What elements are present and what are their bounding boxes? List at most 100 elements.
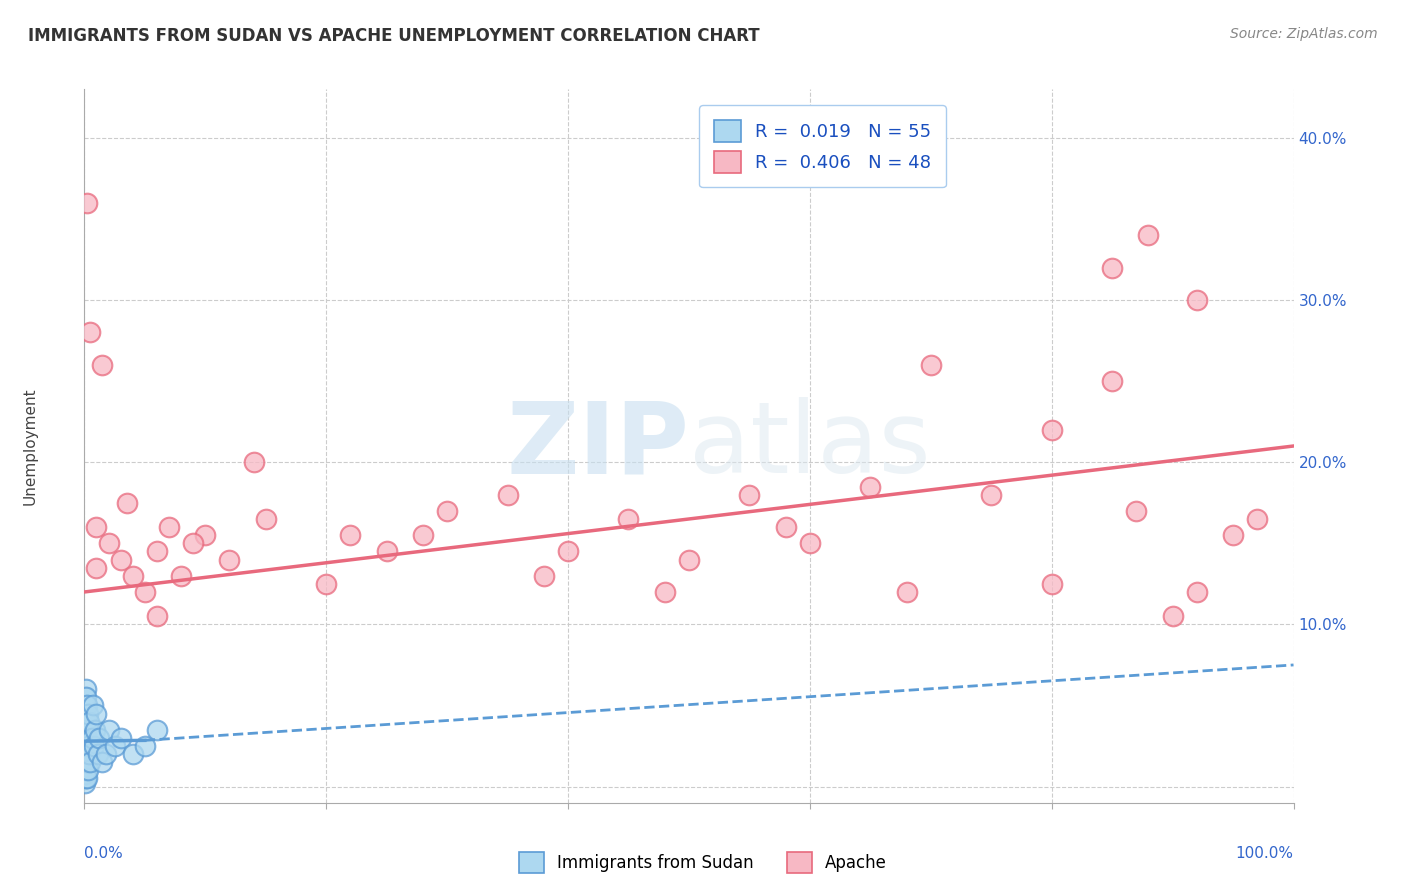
Point [896,585,918,599]
Point [77,706,100,721]
Point [75,764,97,778]
Point [121,747,143,761]
Point [1185,293,1208,307]
Point [76,698,98,713]
Point [775,520,797,534]
Point [84,723,107,737]
Point [1101,374,1123,388]
Point [76,195,98,210]
Point [73,710,96,724]
Point [242,455,264,469]
Point [799,536,821,550]
Point [339,528,361,542]
Point [73,766,96,780]
Point [375,544,398,558]
Point [533,568,555,582]
Point [920,358,942,372]
Point [87,731,110,745]
Point [73,776,96,790]
Point [73,760,96,774]
Legend: Immigrants from Sudan, Apache: Immigrants from Sudan, Apache [512,846,894,880]
Point [254,512,277,526]
Point [97,536,120,550]
Point [1137,228,1160,243]
Point [1222,528,1244,542]
Point [73,714,96,729]
Point [104,739,127,753]
Point [73,772,96,786]
Point [436,504,458,518]
Point [91,756,114,770]
Point [75,698,97,713]
Point [73,750,96,764]
Point [617,512,640,526]
Point [79,326,101,340]
Text: Source: ZipAtlas.com: Source: ZipAtlas.com [1230,27,1378,41]
Text: atlas: atlas [689,398,931,494]
Point [1040,577,1063,591]
Text: 100.0%: 100.0% [1236,846,1294,861]
Point [181,536,204,550]
Point [77,764,100,778]
Point [738,488,761,502]
Point [75,723,97,737]
Point [76,731,98,745]
Point [73,690,96,705]
Point [146,723,169,737]
Point [73,698,96,713]
Point [110,731,132,745]
Point [75,747,97,761]
Text: ZIP: ZIP [506,398,689,494]
Text: IMMIGRANTS FROM SUDAN VS APACHE UNEMPLOYMENT CORRELATION CHART: IMMIGRANTS FROM SUDAN VS APACHE UNEMPLOY… [28,27,759,45]
Point [218,552,240,566]
Point [77,747,100,761]
Point [110,552,132,566]
Point [1246,512,1268,526]
Point [75,690,97,705]
Point [496,488,519,502]
Point [315,577,337,591]
Text: 0.0%: 0.0% [84,846,124,861]
Point [73,734,96,748]
Legend: R =  0.019   N = 55, R =  0.406   N = 48: R = 0.019 N = 55, R = 0.406 N = 48 [699,105,946,187]
Point [73,739,96,753]
Point [134,585,156,599]
Point [73,718,96,732]
Point [654,585,676,599]
Point [134,739,156,753]
Text: Unemployment: Unemployment [22,387,38,505]
Point [91,358,114,372]
Point [121,568,143,582]
Point [73,756,96,770]
Point [75,714,97,729]
Point [94,747,117,761]
Point [77,739,100,753]
Point [76,756,98,770]
Point [73,742,96,756]
Point [75,682,97,697]
Point [86,747,108,761]
Point [115,496,138,510]
Point [86,706,108,721]
Point [76,772,98,786]
Point [194,528,217,542]
Point [1185,585,1208,599]
Point [73,764,96,778]
Point [980,488,1002,502]
Point [77,714,100,729]
Point [79,756,101,770]
Point [83,739,105,753]
Point [412,528,434,542]
Point [73,747,96,761]
Point [73,723,96,737]
Point [157,520,180,534]
Point [73,706,96,721]
Point [75,772,97,786]
Point [86,560,108,574]
Point [86,520,108,534]
Point [82,698,104,713]
Point [1101,260,1123,275]
Point [80,731,103,745]
Point [557,544,579,558]
Point [75,756,97,770]
